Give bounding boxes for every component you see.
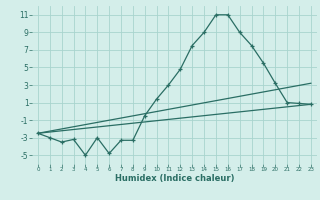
X-axis label: Humidex (Indice chaleur): Humidex (Indice chaleur) <box>115 174 234 183</box>
